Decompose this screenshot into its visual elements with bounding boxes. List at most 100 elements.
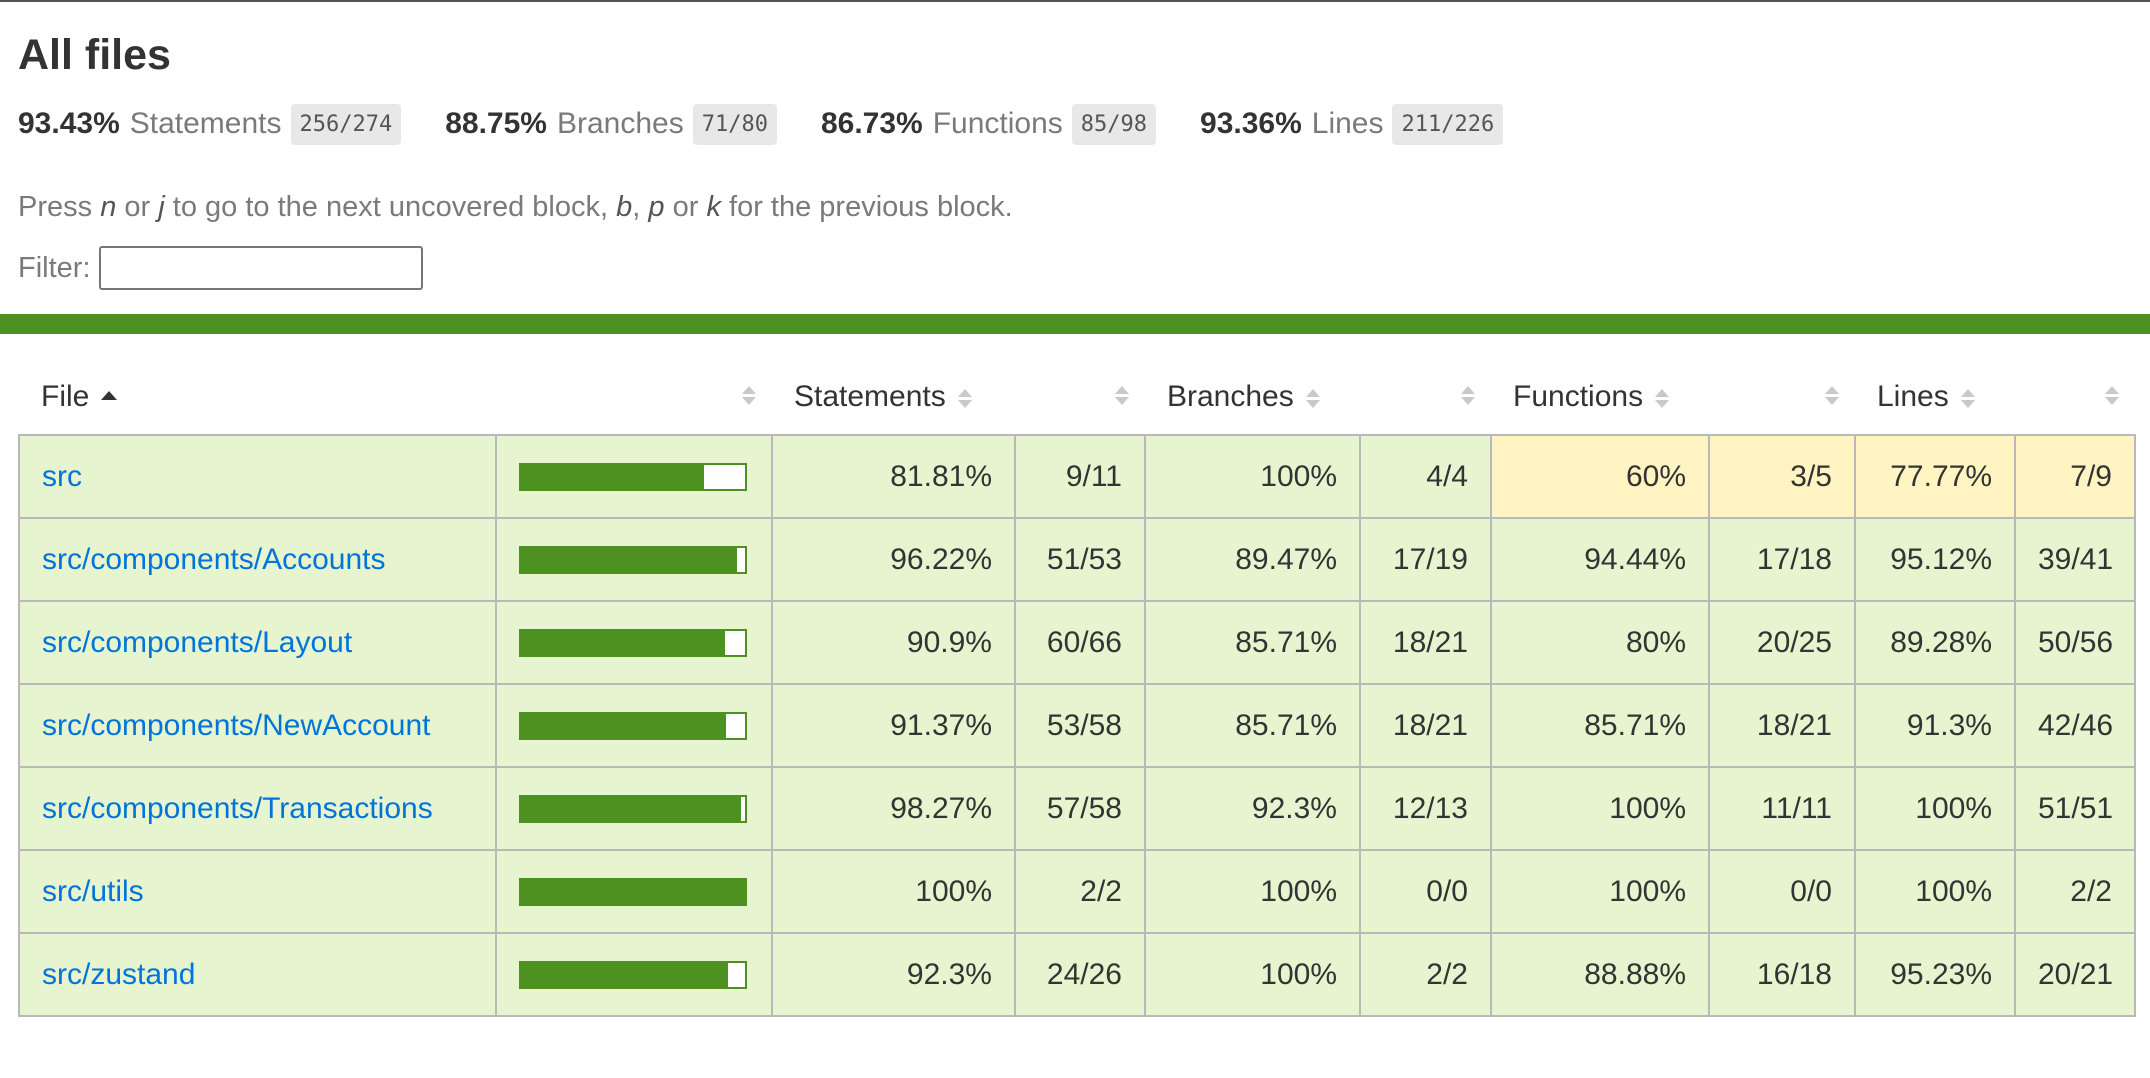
statements-fraction: 60/66 — [1014, 600, 1146, 685]
functions-fraction: 0/0 — [1708, 849, 1856, 934]
functions-fraction: 11/11 — [1708, 766, 1856, 851]
branches-pct: 89.47% — [1144, 517, 1361, 602]
summary-label: Functions — [932, 107, 1063, 140]
coverage-summary: 93.43% Statements 256/274 88.75% Branche… — [18, 102, 2132, 146]
hint-previous: for the previous block. — [729, 191, 1013, 223]
summary-branches: 88.75% Branches 71/80 — [445, 103, 777, 145]
lines-pct: 95.12% — [1854, 517, 2016, 602]
coverage-bar — [519, 877, 747, 906]
branches-fraction: 17/19 — [1359, 517, 1492, 602]
lines-fraction: 2/2 — [2014, 849, 2136, 934]
table-row: src 81.81% 9/11 100% 4/4 60% 3/5 77.77% 7/9 — [18, 434, 2136, 519]
header-functions-raw[interactable] — [1709, 360, 1855, 435]
statements-pct: 98.27% — [771, 766, 1016, 851]
coverage-bar — [519, 794, 747, 823]
table-row: src/components/Layout 90.9% 60/66 85.71% 18/… — [18, 600, 2136, 685]
header-functions[interactable]: Functions — [1491, 360, 1709, 435]
filter-label: Filter: — [18, 251, 91, 284]
hint-key-p: p — [648, 191, 665, 223]
table-row: src/components/Accounts 96.22% 51/53 89.47%… — [18, 517, 2136, 602]
file-link[interactable]: src/utils — [42, 874, 144, 908]
branches-fraction: 0/0 — [1359, 849, 1492, 934]
header-statements-raw[interactable] — [1015, 360, 1145, 435]
file-link[interactable]: src/components/NewAccount — [42, 708, 431, 742]
summary-pct: 93.43% — [18, 107, 120, 140]
file-link[interactable]: src/zustand — [42, 957, 196, 991]
functions-fraction: 18/21 — [1708, 683, 1856, 768]
header: All files 93.43% Statements 256/274 88.7… — [0, 2, 2150, 292]
sort-icon — [1655, 388, 1670, 408]
summary-pct: 88.75% — [445, 107, 547, 140]
statements-pct: 91.37% — [771, 683, 1016, 768]
coverage-bar-cell — [495, 766, 773, 851]
coverage-bar-fill — [521, 962, 728, 987]
coverage-bar-cell — [495, 683, 773, 768]
summary-fraction: 85/98 — [1071, 103, 1157, 145]
branches-fraction: 18/21 — [1359, 600, 1492, 685]
coverage-bar-cell — [495, 434, 773, 519]
header-file[interactable]: File — [19, 360, 496, 435]
file-cell: src — [18, 434, 497, 519]
functions-pct: 88.88% — [1490, 932, 1710, 1017]
sort-icon — [1825, 386, 1839, 405]
summary-fraction: 71/80 — [692, 103, 777, 145]
table-row: src/components/Transactions 98.27% 57/58 92… — [18, 766, 2136, 851]
functions-fraction: 17/18 — [1708, 517, 1856, 602]
sort-icon — [2105, 386, 2119, 405]
lines-pct: 77.77% — [1854, 434, 2016, 519]
lines-pct: 91.3% — [1854, 683, 2016, 768]
branches-fraction: 18/21 — [1359, 683, 1492, 768]
filter-input[interactable] — [98, 246, 423, 290]
hint-key-n: n — [100, 191, 117, 223]
header-branches[interactable]: Branches — [1145, 360, 1360, 435]
lines-fraction: 42/46 — [2014, 683, 2136, 768]
statements-fraction: 9/11 — [1014, 434, 1146, 519]
sort-icon — [1960, 388, 1975, 408]
hint-comma: , — [632, 191, 641, 223]
sort-asc-icon — [101, 390, 118, 400]
coverage-bar-cell — [495, 517, 773, 602]
file-cell: src/components/Transactions — [18, 766, 497, 851]
branches-pct: 85.71% — [1144, 683, 1361, 768]
header-label: Branches — [1167, 380, 1294, 413]
header-branches-raw[interactable] — [1360, 360, 1491, 435]
coverage-bar — [519, 545, 747, 574]
branches-pct: 100% — [1144, 932, 1361, 1017]
summary-statements: 93.43% Statements 256/274 — [18, 103, 402, 145]
coverage-bar-fill — [521, 547, 737, 572]
coverage-bar-fill — [521, 796, 742, 821]
table-header-row: File Statements Branches Functions Lines — [19, 360, 2135, 435]
file-link[interactable]: src — [42, 459, 82, 493]
functions-pct: 94.44% — [1490, 517, 1710, 602]
branches-fraction: 2/2 — [1359, 932, 1492, 1017]
header-lines-raw[interactable] — [2015, 360, 2135, 435]
lines-pct: 100% — [1854, 849, 2016, 934]
functions-pct: 80% — [1490, 600, 1710, 685]
sort-icon — [1461, 386, 1475, 405]
hint-key-b: b — [616, 191, 633, 223]
coverage-bar-fill — [521, 464, 705, 489]
coverage-bar-fill — [521, 630, 725, 655]
sort-icon — [957, 388, 972, 408]
file-link[interactable]: src/components/Accounts — [42, 542, 386, 576]
file-link[interactable]: src/components/Transactions — [42, 791, 433, 825]
coverage-bar-fill — [521, 879, 745, 904]
statements-fraction: 57/58 — [1014, 766, 1146, 851]
coverage-bar — [519, 960, 747, 989]
functions-pct: 60% — [1490, 434, 1710, 519]
summary-pct: 86.73% — [820, 107, 923, 140]
header-file-bar[interactable] — [496, 360, 772, 435]
summary-fraction: 211/226 — [1392, 103, 1504, 145]
file-cell: src/zustand — [18, 932, 497, 1017]
coverage-table-body: src 81.81% 9/11 100% 4/4 60% 3/5 77.77% 7/9 src/c… — [18, 434, 2136, 1017]
sort-icon — [1115, 386, 1129, 405]
branches-fraction: 12/13 — [1359, 766, 1492, 851]
statements-fraction: 24/26 — [1014, 932, 1146, 1017]
header-lines[interactable]: Lines — [1855, 360, 2015, 435]
hint-key-j: j — [158, 191, 165, 223]
functions-fraction: 3/5 — [1708, 434, 1856, 519]
header-statements[interactable]: Statements — [772, 360, 1015, 435]
keyboard-hint: Press n or j to go to the next uncovered… — [18, 190, 2132, 224]
file-link[interactable]: src/components/Layout — [42, 625, 353, 659]
lines-pct: 100% — [1854, 766, 2016, 851]
